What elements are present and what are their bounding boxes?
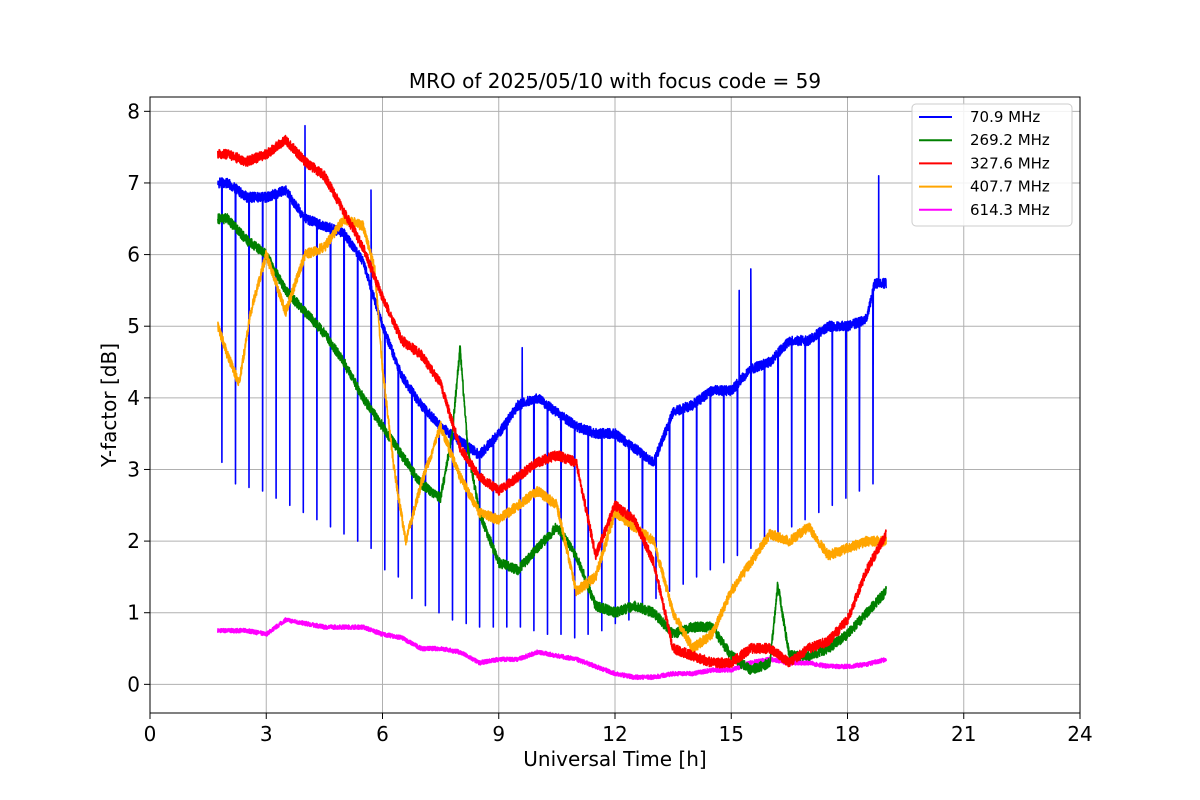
y-tick-label: 7 bbox=[127, 171, 140, 195]
y-tick-label: 0 bbox=[127, 672, 140, 696]
x-tick-label: 9 bbox=[492, 722, 505, 746]
y-tick-label: 8 bbox=[127, 99, 140, 123]
y-tick-label: 3 bbox=[127, 457, 140, 481]
x-tick-label: 24 bbox=[1067, 722, 1092, 746]
x-tick-label: 6 bbox=[376, 722, 389, 746]
legend-label-2: 327.6 MHz bbox=[970, 154, 1050, 172]
x-tick-label: 3 bbox=[260, 722, 273, 746]
y-tick-label: 5 bbox=[127, 314, 140, 338]
legend-label-3: 407.7 MHz bbox=[970, 178, 1050, 196]
y-axis: 0 1 2 3 4 5 6 7 8 bbox=[127, 99, 150, 696]
legend-label-4: 614.3 MHz bbox=[970, 201, 1050, 219]
legend: 70.9 MHz 269.2 MHz 327.6 MHz 407.7 MHz 614.3… bbox=[911, 103, 1073, 227]
series-line-2 bbox=[217, 134, 887, 669]
x-axis: 0 3 6 9 12 15 18 21 24 bbox=[144, 713, 1093, 746]
y-axis-label: Y-factor [dB] bbox=[97, 343, 121, 468]
legend-label-1: 269.2 MHz bbox=[970, 131, 1050, 149]
y-tick-label: 6 bbox=[127, 243, 140, 267]
legend-frame bbox=[911, 103, 1073, 227]
x-tick-label: 21 bbox=[951, 722, 976, 746]
x-tick-label: 15 bbox=[719, 722, 744, 746]
y-tick-label: 2 bbox=[127, 529, 140, 553]
series-line-0 bbox=[217, 124, 887, 639]
x-tick-label: 12 bbox=[602, 722, 627, 746]
series-line-3 bbox=[217, 213, 887, 653]
series-layer bbox=[217, 124, 887, 681]
legend-label-0: 70.9 MHz bbox=[970, 108, 1040, 126]
chart-title: MRO of 2025/05/10 with focus code = 59 bbox=[409, 69, 821, 93]
y-tick-label: 1 bbox=[127, 601, 140, 625]
x-tick-label: 18 bbox=[835, 722, 860, 746]
y-tick-label: 4 bbox=[127, 386, 140, 410]
series-line-4 bbox=[217, 617, 887, 681]
x-tick-label: 0 bbox=[144, 722, 157, 746]
series-line-1 bbox=[217, 213, 887, 676]
x-axis-label: Universal Time [h] bbox=[523, 747, 706, 771]
